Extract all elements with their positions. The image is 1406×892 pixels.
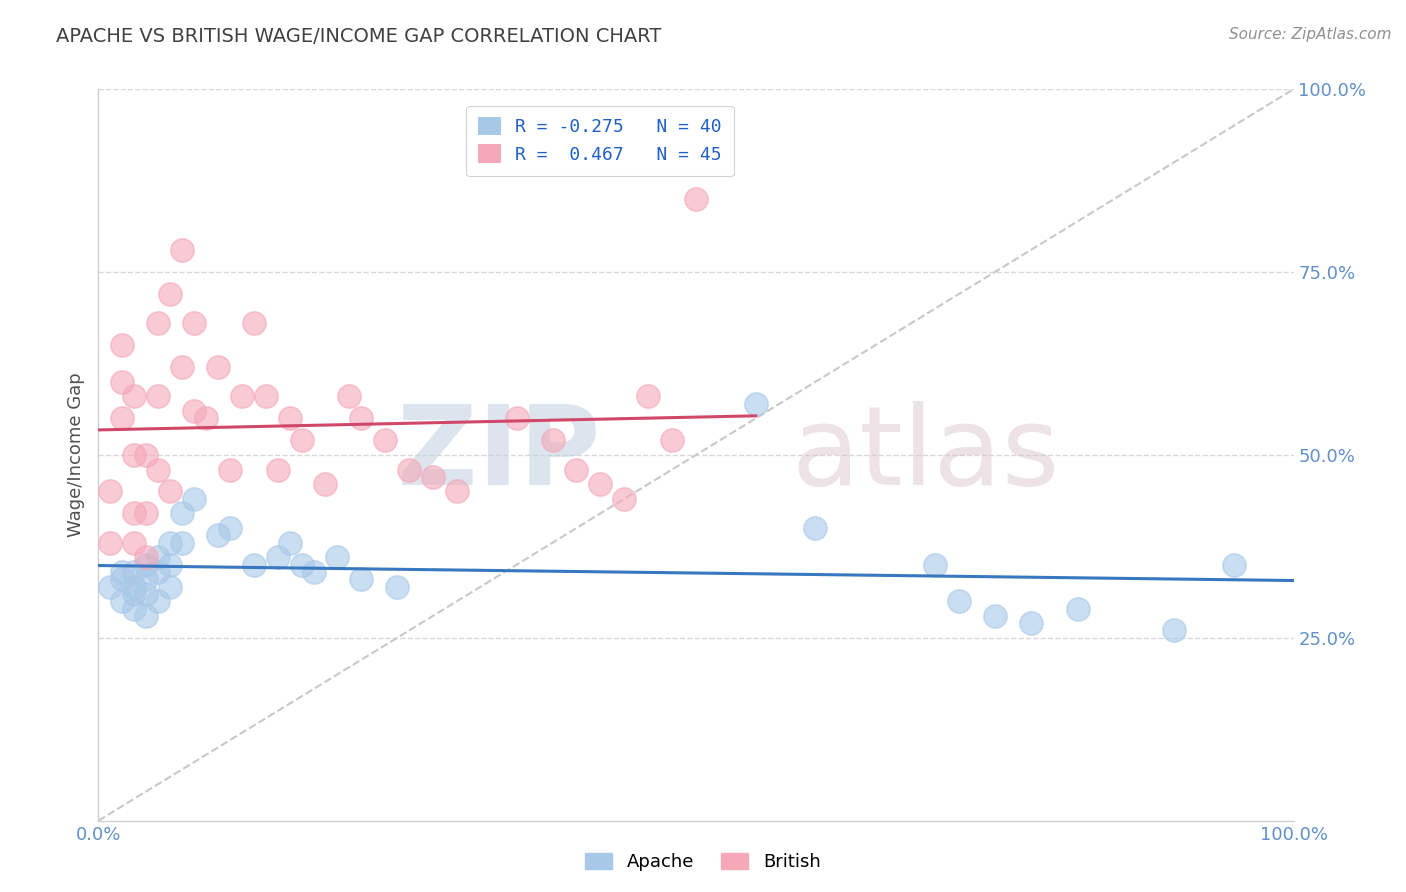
Point <box>291 434 314 448</box>
Point <box>111 375 134 389</box>
Point <box>207 360 229 375</box>
Point <box>231 389 253 403</box>
Point <box>1067 601 1090 615</box>
Point <box>124 587 146 601</box>
Point <box>111 565 134 579</box>
Point <box>124 601 146 615</box>
Point <box>315 477 337 491</box>
Text: atlas: atlas <box>792 401 1060 508</box>
Point <box>111 338 134 352</box>
Point <box>183 491 205 506</box>
Point <box>219 462 242 476</box>
Point <box>148 565 170 579</box>
Point <box>613 491 636 506</box>
Point <box>124 448 146 462</box>
Text: Source: ZipAtlas.com: Source: ZipAtlas.com <box>1229 27 1392 42</box>
Point <box>135 550 157 565</box>
Point <box>124 565 146 579</box>
Point <box>159 484 181 499</box>
Point <box>924 558 946 572</box>
Point <box>685 192 707 206</box>
Point <box>124 535 146 549</box>
Point <box>984 608 1007 623</box>
Point <box>148 316 170 330</box>
Point <box>1163 624 1185 638</box>
Legend: R = -0.275   N = 40, R =  0.467   N = 45: R = -0.275 N = 40, R = 0.467 N = 45 <box>465 105 734 177</box>
Point <box>183 316 205 330</box>
Point <box>278 411 301 425</box>
Point <box>219 521 242 535</box>
Point <box>243 558 266 572</box>
Point <box>172 535 194 549</box>
Point <box>124 507 146 521</box>
Point <box>207 528 229 542</box>
Point <box>148 389 170 403</box>
Point <box>124 580 146 594</box>
Point <box>745 397 768 411</box>
Point <box>326 550 349 565</box>
Legend: Apache, British: Apache, British <box>578 846 828 879</box>
Point <box>267 462 290 476</box>
Point <box>148 550 170 565</box>
Point <box>98 484 122 499</box>
Point <box>172 243 194 257</box>
Point <box>398 462 420 476</box>
Y-axis label: Wage/Income Gap: Wage/Income Gap <box>66 373 84 537</box>
Point <box>172 507 194 521</box>
Text: APACHE VS BRITISH WAGE/INCOME GAP CORRELATION CHART: APACHE VS BRITISH WAGE/INCOME GAP CORREL… <box>56 27 662 45</box>
Point <box>159 287 181 301</box>
Point <box>243 316 266 330</box>
Point <box>302 565 325 579</box>
Point <box>385 580 409 594</box>
Point <box>1223 558 1246 572</box>
Point <box>111 594 134 608</box>
Point <box>98 580 122 594</box>
Point <box>148 462 170 476</box>
Point <box>135 572 157 586</box>
Point <box>589 477 612 491</box>
Point <box>135 587 157 601</box>
Point <box>661 434 683 448</box>
Text: ZIP: ZIP <box>396 401 600 508</box>
Point <box>506 411 529 425</box>
Point <box>254 389 277 403</box>
Point <box>111 572 134 586</box>
Point <box>1019 616 1042 631</box>
Point <box>637 389 659 403</box>
Point <box>135 608 157 623</box>
Point <box>374 434 396 448</box>
Point <box>948 594 970 608</box>
Point <box>278 535 301 549</box>
Point <box>422 470 444 484</box>
Point <box>541 434 564 448</box>
Point <box>183 404 205 418</box>
Point <box>267 550 290 565</box>
Point <box>159 558 181 572</box>
Point <box>124 389 146 403</box>
Point <box>291 558 314 572</box>
Point <box>159 535 181 549</box>
Point <box>98 535 122 549</box>
Point <box>339 389 361 403</box>
Point <box>135 448 157 462</box>
Point <box>350 572 373 586</box>
Point <box>195 411 218 425</box>
Point <box>446 484 468 499</box>
Point <box>111 411 134 425</box>
Point <box>172 360 194 375</box>
Point <box>804 521 827 535</box>
Point <box>159 580 181 594</box>
Point <box>135 507 157 521</box>
Point <box>148 594 170 608</box>
Point <box>350 411 373 425</box>
Point <box>135 558 157 572</box>
Point <box>565 462 588 476</box>
